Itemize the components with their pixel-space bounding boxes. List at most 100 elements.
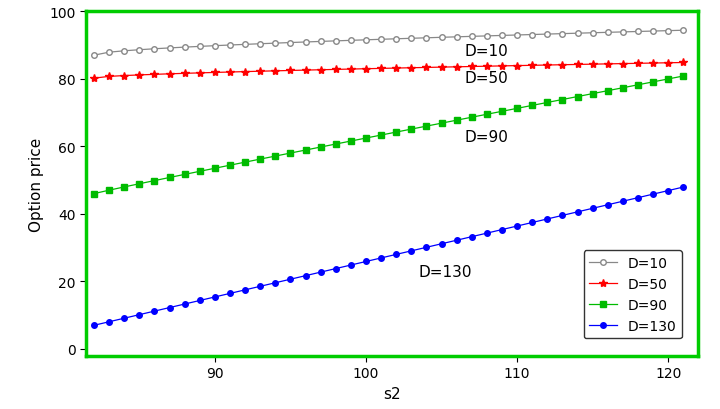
D=90 xyxy=(498,110,506,115)
D=90 xyxy=(664,77,672,82)
D=130 xyxy=(649,192,657,197)
D=10 xyxy=(377,38,385,43)
D=90 xyxy=(240,160,249,165)
D=10 xyxy=(452,35,461,40)
D=50 xyxy=(104,75,113,80)
D=10 xyxy=(135,48,143,53)
D=50 xyxy=(225,70,234,75)
D=90 xyxy=(618,86,627,91)
D=50 xyxy=(240,70,249,75)
D=10 xyxy=(618,30,627,35)
D=90 xyxy=(89,192,98,197)
D=130 xyxy=(286,277,294,282)
D=10 xyxy=(346,39,355,44)
D=130 xyxy=(195,298,204,303)
D=50 xyxy=(286,69,294,74)
D=130 xyxy=(271,281,279,285)
D=90 xyxy=(679,74,688,79)
D=10 xyxy=(104,51,113,56)
D=90 xyxy=(331,142,340,147)
D=50 xyxy=(346,67,355,72)
D=130 xyxy=(679,185,688,190)
D=10 xyxy=(634,30,642,35)
D=90 xyxy=(392,130,400,135)
D=10 xyxy=(649,29,657,34)
D=90 xyxy=(558,98,567,103)
D=50 xyxy=(331,68,340,73)
D=130 xyxy=(664,189,672,193)
D=90 xyxy=(437,121,446,126)
D=90 xyxy=(180,173,189,178)
Y-axis label: Option price: Option price xyxy=(29,137,44,231)
D=10 xyxy=(679,29,688,34)
D=130 xyxy=(225,291,234,296)
Line: D=90: D=90 xyxy=(91,74,686,197)
D=50 xyxy=(588,63,597,67)
D=130 xyxy=(346,263,355,268)
D=50 xyxy=(679,61,688,66)
D=50 xyxy=(664,61,672,66)
D=50 xyxy=(256,70,264,74)
D=10 xyxy=(528,33,536,38)
D=130 xyxy=(467,235,476,240)
D=10 xyxy=(120,49,128,54)
Text: D=90: D=90 xyxy=(464,130,508,145)
D=50 xyxy=(467,65,476,70)
D=50 xyxy=(165,72,174,77)
D=10 xyxy=(437,36,446,40)
D=130 xyxy=(558,213,567,218)
D=90 xyxy=(150,179,158,184)
D=90 xyxy=(316,145,325,150)
D=50 xyxy=(180,72,189,76)
D=10 xyxy=(543,33,552,38)
D=50 xyxy=(649,61,657,66)
Line: D=130: D=130 xyxy=(91,185,686,328)
D=130 xyxy=(482,231,491,236)
D=130 xyxy=(89,323,98,328)
D=90 xyxy=(588,92,597,97)
D=50 xyxy=(361,67,370,72)
D=10 xyxy=(467,35,476,40)
D=10 xyxy=(225,43,234,48)
D=90 xyxy=(634,83,642,88)
D=50 xyxy=(437,65,446,70)
D=50 xyxy=(150,73,158,78)
D=50 xyxy=(316,68,325,73)
D=90 xyxy=(467,115,476,120)
D=130 xyxy=(422,245,431,250)
D=50 xyxy=(120,74,128,79)
Legend: D=10, D=50, D=90, D=130: D=10, D=50, D=90, D=130 xyxy=(583,251,683,339)
D=10 xyxy=(603,31,612,36)
D=90 xyxy=(513,107,521,112)
D=130 xyxy=(240,288,249,292)
D=90 xyxy=(256,157,264,162)
D=50 xyxy=(89,76,98,81)
D=50 xyxy=(603,62,612,67)
D=50 xyxy=(498,64,506,69)
D=50 xyxy=(618,62,627,67)
D=10 xyxy=(331,39,340,44)
D=130 xyxy=(407,249,415,254)
D=10 xyxy=(422,36,431,41)
D=10 xyxy=(664,29,672,34)
D=130 xyxy=(361,259,370,264)
D=90 xyxy=(225,163,234,168)
D=90 xyxy=(528,104,536,109)
D=10 xyxy=(180,45,189,50)
D=90 xyxy=(120,185,128,190)
D=130 xyxy=(543,217,552,222)
D=10 xyxy=(588,31,597,36)
D=130 xyxy=(437,242,446,247)
D=50 xyxy=(452,65,461,70)
D=50 xyxy=(407,66,415,71)
D=10 xyxy=(89,54,98,58)
D=90 xyxy=(452,119,461,124)
Line: D=10: D=10 xyxy=(91,28,686,59)
D=130 xyxy=(120,316,128,321)
D=130 xyxy=(165,306,174,310)
D=10 xyxy=(210,44,219,49)
Line: D=50: D=50 xyxy=(90,59,688,83)
D=90 xyxy=(104,188,113,193)
D=90 xyxy=(407,127,415,132)
D=10 xyxy=(392,37,400,42)
